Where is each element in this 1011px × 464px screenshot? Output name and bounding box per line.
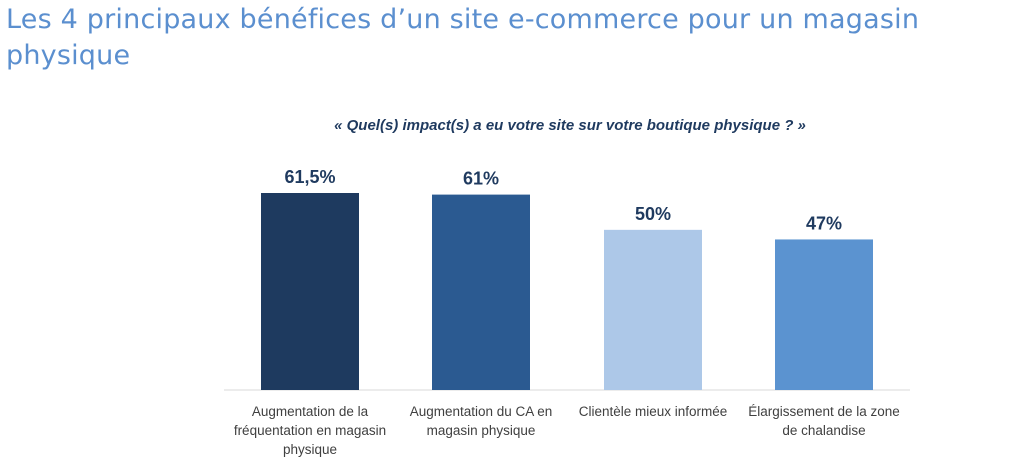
data-label-3: 50%	[635, 204, 671, 224]
chart-title: « Quel(s) impact(s) a eu votre site sur …	[334, 117, 806, 134]
category-label-2: Augmentation du CA en magasin physique	[409, 404, 553, 438]
category-label-4: Élargissement de la zone de chalandise	[748, 404, 900, 438]
data-labels-group: 61,5% 61% 50% 47%	[284, 167, 842, 233]
bar-2	[432, 194, 530, 390]
data-label-4: 47%	[806, 213, 842, 233]
category-label-3: Clientèle mieux informée	[578, 404, 728, 419]
data-label-2: 61%	[463, 169, 499, 189]
bar-4	[775, 239, 873, 390]
bar-3	[604, 229, 702, 390]
data-label-1: 61,5%	[284, 167, 335, 187]
page-title: Les 4 principaux bénéfices d’un site e-c…	[6, 4, 920, 71]
category-label-1: Augmentation de la fréquentation en maga…	[233, 404, 387, 457]
bars-group	[261, 193, 873, 390]
bar-1	[261, 193, 359, 390]
